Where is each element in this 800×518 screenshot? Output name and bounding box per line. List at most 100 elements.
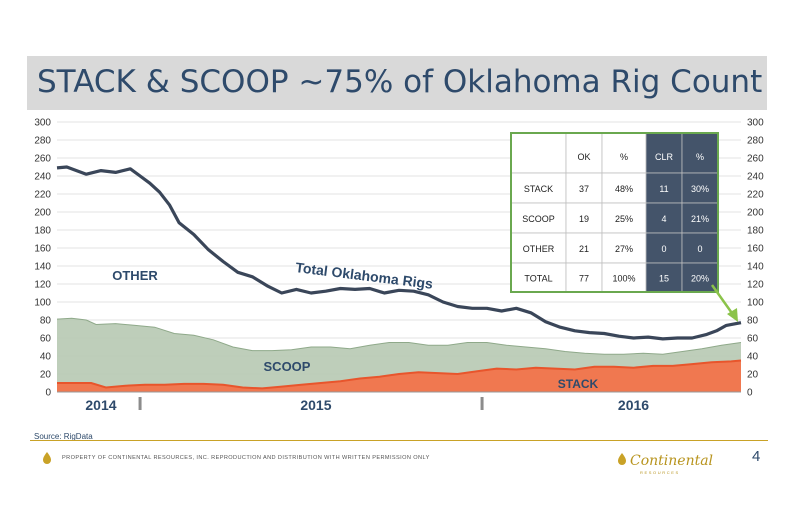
table-cell-text: %	[620, 152, 628, 162]
y-tick-label-right: 60	[747, 334, 759, 345]
table-cell-text: CLR	[655, 152, 674, 162]
y-tick-label-left: 280	[34, 136, 51, 147]
table-cell-text: OTHER	[523, 244, 555, 254]
y-tick-label-left: 260	[34, 154, 51, 165]
table-cell-text: OK	[577, 152, 590, 162]
table-cell	[565, 262, 603, 293]
table-border	[510, 132, 719, 293]
table-cell-text: 48%	[615, 184, 633, 194]
table-cell-text: 19	[579, 214, 589, 224]
table-cell-text: 100%	[612, 274, 635, 284]
series-stack-area	[57, 360, 741, 392]
table-cell-text: 37	[579, 184, 589, 194]
oil-drop-icon	[43, 452, 51, 464]
table-cell-text: 30%	[691, 184, 709, 194]
slide-title: STACK & SCOOP ~75% of Oklahoma Rig Count	[37, 64, 763, 100]
table-cell-text: 15	[659, 274, 669, 284]
y-tick-label-right: 140	[747, 262, 764, 273]
table-cell	[645, 262, 683, 293]
table-cell-text: 27%	[615, 244, 633, 254]
page-number: 4	[752, 448, 761, 465]
y-tick-label-left: 140	[34, 262, 51, 273]
y-tick-label-left: 100	[34, 298, 51, 309]
y-tick-label-right: 220	[747, 190, 764, 201]
table-cell	[645, 232, 683, 264]
table-cell	[601, 202, 647, 234]
logo-drop-icon	[618, 453, 626, 465]
annotation-other: OTHER	[112, 268, 158, 283]
callout-arrow-shaft	[710, 284, 736, 317]
y-tick-label-right: 300	[747, 118, 764, 129]
table-cell-text: STACK	[524, 184, 553, 194]
table-cell-text: 20%	[691, 274, 709, 284]
annotation-scoop: SCOOP	[264, 359, 311, 374]
source-note: Source: RigData	[34, 432, 93, 441]
table-cell-text: 0	[697, 244, 702, 254]
y-tick-label-left: 0	[45, 388, 51, 399]
y-tick-label-left: 60	[40, 334, 52, 345]
table-cell	[601, 132, 647, 174]
table-cell-text: 11	[659, 184, 668, 194]
y-tick-label-right: 100	[747, 298, 764, 309]
y-tick-label-right: 160	[747, 244, 764, 255]
table-cell	[510, 172, 567, 204]
table-cell	[601, 172, 647, 204]
table-cell-text: 4	[661, 214, 666, 224]
table-cell	[565, 132, 603, 174]
table-cell	[565, 172, 603, 204]
y-tick-label-left: 20	[40, 370, 52, 381]
table-cell	[601, 262, 647, 293]
table-cell-text: SCOOP	[522, 214, 555, 224]
table-cell-text: 21	[579, 244, 589, 254]
annotation-total: Total Oklahoma Rigs	[295, 259, 434, 292]
table-cell	[681, 232, 719, 264]
y-tick-label-right: 80	[747, 316, 759, 327]
table-cell	[681, 172, 719, 204]
x-year-divider	[138, 397, 142, 410]
y-tick-label-right: 200	[747, 208, 764, 219]
x-year-divider	[480, 397, 484, 410]
y-tick-label-left: 160	[34, 244, 51, 255]
y-tick-label-right: 40	[747, 352, 759, 363]
y-tick-label-right: 120	[747, 280, 764, 291]
x-year-label: 2015	[300, 397, 331, 413]
footer-disclaimer: PROPERTY OF CONTINENTAL RESOURCES, INC. …	[62, 455, 430, 461]
y-tick-label-left: 120	[34, 280, 51, 291]
table-cell	[510, 132, 567, 174]
y-tick-label-left: 240	[34, 172, 51, 183]
y-tick-label-right: 260	[747, 154, 764, 165]
y-tick-label-right: 280	[747, 136, 764, 147]
table-cell-text: 21%	[691, 214, 709, 224]
callout-arrow-head	[727, 308, 738, 322]
y-tick-label-left: 300	[34, 118, 51, 129]
series-stack-edge	[57, 359, 742, 390]
x-year-label: 2014	[85, 397, 116, 413]
y-tick-label-left: 40	[40, 352, 52, 363]
title-bar: STACK & SCOOP ~75% of Oklahoma Rig Count	[27, 56, 767, 110]
y-tick-label-right: 0	[747, 388, 753, 399]
table-cell-text: %	[696, 152, 704, 162]
y-tick-label-right: 20	[747, 370, 759, 381]
table-cell	[645, 202, 683, 234]
y-tick-label-left: 180	[34, 226, 51, 237]
logo-subtitle: RESOURCES	[640, 470, 680, 475]
logo-name: Continental	[630, 453, 714, 469]
footer-divider	[30, 440, 768, 441]
continental-logo: Continental RESOURCES	[612, 448, 722, 478]
y-tick-label-left: 200	[34, 208, 51, 219]
y-tick-label-left: 80	[40, 316, 52, 327]
x-year-label: 2016	[618, 397, 649, 413]
annotation-stack: STACK	[558, 377, 599, 391]
y-tick-label-right: 240	[747, 172, 764, 183]
table-cell-text: 25%	[615, 214, 633, 224]
series-total-line	[56, 165, 742, 341]
y-tick-label-right: 180	[747, 226, 764, 237]
y-tick-label-left: 220	[34, 190, 51, 201]
table-cell-text: 0	[661, 244, 666, 254]
table-cell	[645, 172, 683, 204]
table-cell-text: TOTAL	[524, 274, 552, 284]
table-cell	[645, 132, 683, 174]
series-scoop-edge	[56, 317, 742, 355]
table-cell-text: 77	[579, 274, 589, 284]
